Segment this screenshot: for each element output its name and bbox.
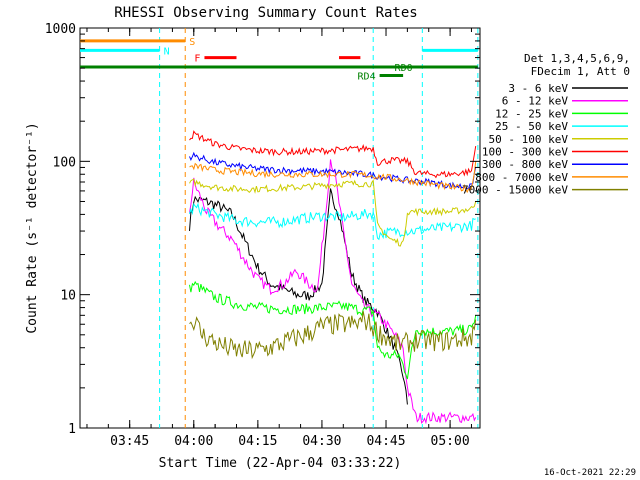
legend-entry-label: 50 - 100 keV (489, 133, 569, 146)
series-line-1 (189, 188, 408, 405)
y-axis-label: Count Rate (s⁻¹ detector⁻¹) (25, 122, 40, 333)
series-line-4 (189, 202, 476, 241)
series-line-9 (189, 311, 477, 360)
plot-frame (79, 27, 481, 429)
flag-label-f: F (194, 54, 200, 65)
series-line-8 (189, 161, 477, 194)
series-line-2 (189, 159, 477, 425)
flag-label-rd4: RD4 (358, 72, 376, 83)
x-tick-label: 05:00 (431, 434, 470, 449)
chart-title: RHESSI Observing Summary Count Rates (114, 5, 417, 21)
series-line-5 (189, 178, 477, 247)
legend-header-line: FDecim 1, Att 0 (531, 65, 630, 78)
x-tick-label: 04:30 (302, 434, 341, 449)
x-tick-label: 04:15 (238, 434, 277, 449)
legend-entry-label: 800 - 7000 keV (475, 171, 568, 184)
legend-entry-label: 25 - 50 keV (495, 120, 568, 133)
series-line-7 (189, 151, 477, 191)
plot-area: S N RD0 F RD4 (79, 27, 481, 429)
legend-entry-label: 7000 - 15000 keV (462, 184, 568, 197)
x-tick-label: 03:45 (110, 434, 149, 449)
legend-entry-label: 100 - 300 keV (482, 146, 568, 159)
y-tick-label: 10 (60, 289, 76, 304)
legend-entry-label: 6 - 12 keV (502, 95, 569, 108)
series-line-3 (189, 280, 477, 380)
legend-entry-label: 3 - 6 keV (508, 82, 568, 95)
y-tick-label: 1 (68, 422, 76, 437)
flag-label-s: S (189, 37, 195, 48)
legend-header-line: Det 1,3,4,5,6,9, (524, 52, 630, 65)
flag-label-n: N (164, 46, 170, 57)
axes: 03:45 04:00 04:15 04:30 04:45 05:00 1 10 100 1000 (45, 22, 480, 449)
legend: Det 1,3,4,5,6,9,FDecim 1, Att 0 3 - 6 keV… (462, 52, 630, 197)
footer-date: 16-Oct-2021 22:29 (544, 468, 636, 478)
x-axis-label: Start Time (22-Apr-04 03:33:22) (159, 456, 402, 471)
y-tick-label: 100 (53, 155, 76, 170)
x-tick-label: 04:45 (366, 434, 405, 449)
legend-entry-label: 12 - 25 keV (495, 107, 568, 120)
series-line-6 (189, 130, 477, 179)
x-tick-label: 04:00 (174, 434, 213, 449)
flag-label-rd0: RD0 (395, 63, 413, 74)
y-tick-label: 1000 (45, 22, 76, 37)
legend-entry-label: 300 - 800 keV (482, 158, 568, 171)
plot-marks: S N RD0 F RD4 (80, 28, 479, 428)
